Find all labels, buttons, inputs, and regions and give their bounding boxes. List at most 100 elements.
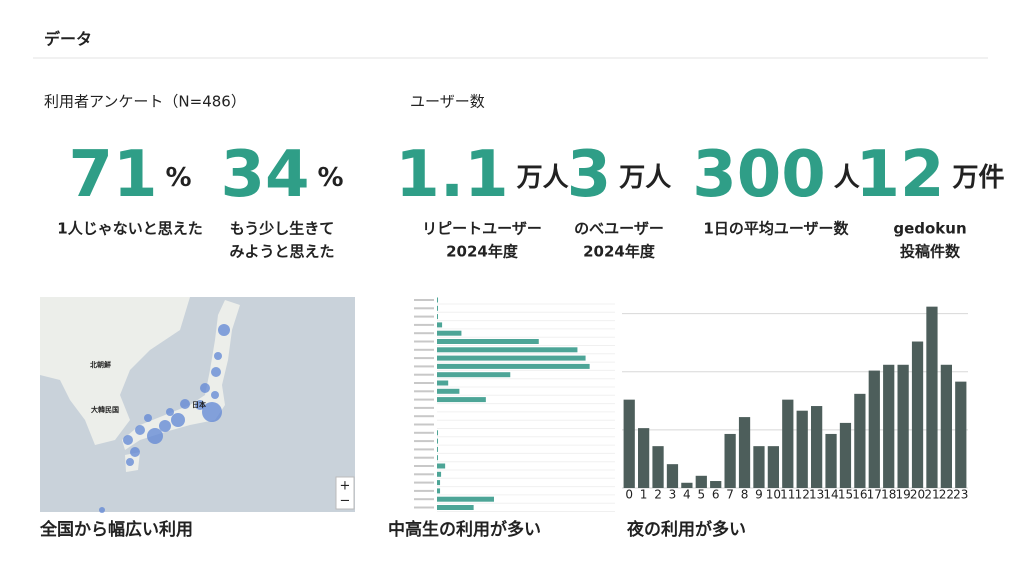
label-placeholder: [414, 440, 434, 443]
label-placeholder: [414, 481, 434, 484]
x-tick-label: 17: [867, 488, 882, 502]
bar: [437, 455, 439, 461]
stat-unit: 万人: [619, 163, 671, 193]
stat-value: 12: [855, 138, 944, 212]
bar: [437, 480, 441, 486]
bar: [437, 305, 439, 311]
stat-value: 71: [68, 138, 157, 212]
bar: [710, 481, 722, 488]
x-tick-label: 1: [640, 488, 648, 502]
x-tick-label: 3: [669, 488, 677, 502]
x-tick-label: 20: [910, 488, 925, 502]
chart-caption: 中高生の利用が多い: [388, 519, 541, 540]
map: 北朝鮮 大韓民国 日本 + −: [40, 297, 355, 513]
x-tick-label: 4: [683, 488, 691, 502]
label-placeholder: [414, 456, 434, 459]
stat-unit: %: [166, 163, 192, 193]
bar: [695, 475, 707, 488]
bar: [767, 446, 779, 488]
chart-caption: 全国から幅広い利用: [39, 519, 193, 540]
stat: 3 万人: [567, 138, 672, 212]
map-label: 北朝鮮: [90, 360, 111, 369]
stat-value: 1.1: [395, 138, 508, 212]
x-tick-label: 19: [895, 488, 910, 502]
stat-caption: 1人じゃないと思えた: [57, 220, 202, 238]
chart-caption: 夜の利用が多い: [626, 519, 746, 540]
stat-caption: 投稿件数: [900, 243, 961, 261]
stat-caption: のべユーザー: [574, 220, 664, 238]
x-tick-label: 0: [625, 488, 633, 502]
bar: [811, 406, 823, 488]
stat-value: 34: [220, 138, 309, 212]
bar: [437, 297, 439, 303]
label-placeholder: [414, 348, 434, 351]
header-title: データ: [44, 30, 92, 49]
bar: [825, 433, 837, 488]
x-tick-label: 22: [939, 488, 954, 502]
label-placeholder: [414, 332, 434, 335]
x-tick-label: 16: [852, 488, 867, 502]
bar: [437, 380, 449, 386]
bar: [437, 438, 439, 444]
stat: 300 人: [692, 138, 860, 212]
label-placeholder: [414, 423, 434, 426]
x-tick-label: 9: [755, 488, 763, 502]
stat-value: 300: [692, 138, 826, 212]
bar: [623, 399, 635, 488]
label-placeholder: [414, 473, 434, 476]
bar: [911, 341, 924, 488]
label-placeholder: [414, 390, 434, 393]
bar: [638, 428, 650, 488]
bar: [437, 322, 443, 328]
x-tick-label: 23: [953, 488, 968, 502]
bar: [955, 381, 967, 488]
label-placeholder: [414, 382, 434, 384]
bar: [437, 363, 590, 369]
label-placeholder: [414, 489, 434, 492]
bar: [437, 463, 446, 469]
bar: [753, 446, 765, 488]
zoom-out[interactable]: −: [340, 494, 351, 509]
label-placeholder: [414, 415, 434, 418]
bar: [437, 496, 494, 502]
label-placeholder: [414, 340, 434, 343]
label-placeholder: [414, 299, 434, 301]
label-placeholder: [414, 506, 434, 509]
stat-caption: 2024年度: [583, 243, 656, 261]
zoom-control: [335, 476, 355, 510]
stat-caption: 2024年度: [446, 243, 519, 261]
bar: [666, 464, 679, 488]
x-tick-label: 15: [838, 488, 853, 502]
x-tick-label: 11: [780, 488, 795, 502]
x-tick-label: 2: [654, 488, 662, 502]
x-tick-label: 6: [712, 488, 720, 502]
x-tick-label: 14: [823, 488, 838, 502]
stat-unit: 万人: [517, 163, 569, 193]
bar: [437, 471, 442, 477]
x-tick-label: 21: [924, 488, 939, 502]
stat-caption: gedokun: [893, 220, 966, 238]
bar: [940, 364, 952, 488]
stat-caption: 1日の平均ユーザー数: [703, 220, 849, 238]
bar: [437, 355, 586, 361]
bar: [437, 446, 439, 452]
bar: [883, 364, 895, 488]
stat: 34%: [220, 138, 343, 212]
stat-caption: もう少し生きて: [230, 220, 335, 238]
zoom-in[interactable]: +: [340, 479, 351, 494]
stat-caption: みようと思えた: [229, 243, 334, 261]
bar: [437, 314, 439, 320]
bar: [437, 388, 460, 394]
bar: [796, 410, 808, 488]
bar: [437, 347, 578, 353]
bar: [437, 505, 474, 510]
bar: [437, 330, 462, 336]
bar: [782, 399, 794, 488]
label-placeholder: [414, 373, 434, 376]
label-placeholder: [414, 498, 434, 501]
stat: 1.1 万人: [395, 138, 568, 212]
label-placeholder: [414, 323, 434, 326]
label-placeholder: [414, 365, 434, 368]
bar: [652, 446, 664, 488]
